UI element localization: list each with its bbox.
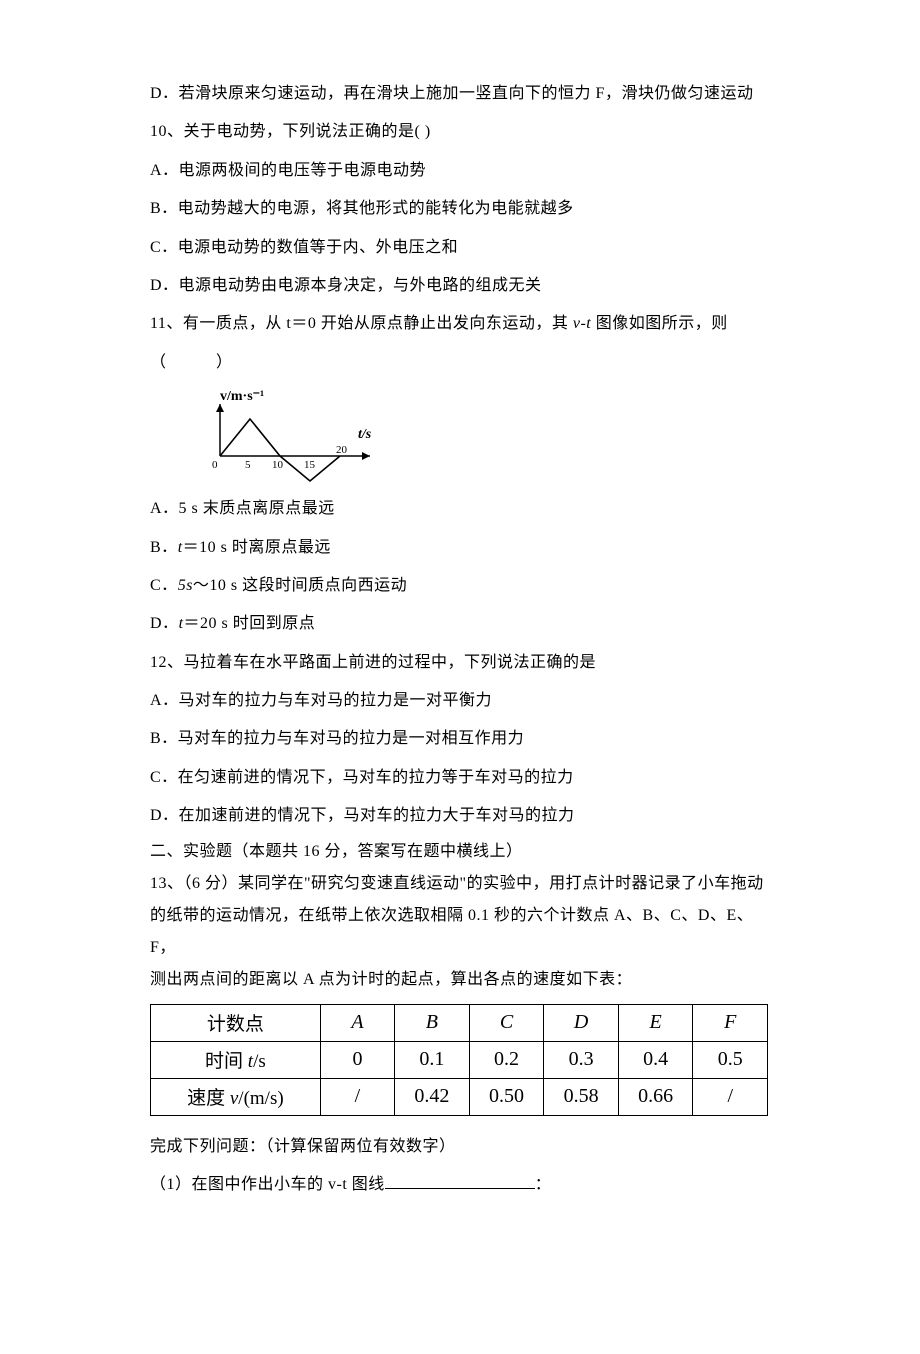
q11-option-a: A．5 s 末质点离原点最远 (150, 490, 770, 528)
table-row-velocity: 速度 v/(m/s) / 0.42 0.50 0.58 0.66 / (151, 1078, 768, 1115)
q11-c-suffix: ～10 s 这段时间质点向西运动 (193, 577, 407, 594)
q11-stem-vt: v-t (573, 315, 591, 332)
table-header-b: B (395, 1004, 470, 1041)
q12-stem: 12、马拉着车在水平路面上前进的过程中，下列说法正确的是 (150, 644, 770, 682)
q13-data-table: 计数点 A B C D E F 时间 t/s 0 0.1 0.2 0.3 0.4… (150, 1004, 768, 1116)
q13-stem-3: 测出两点间的距离以 A 点为计时的起点，算出各点的速度如下表： (150, 964, 770, 996)
x-tick-10: 10 (272, 459, 284, 471)
q11-b-suffix: ＝10 s 时离原点最远 (183, 539, 331, 556)
q10-option-d: D．电源电动势由电源本身决定，与外电路的组成无关 (150, 267, 770, 305)
q13-sub1-suffix: ： (535, 1176, 552, 1193)
q11-option-d: D．t＝20 s 时回到原点 (150, 605, 770, 643)
x-tick-15: 15 (304, 459, 316, 471)
q12-option-c: C．在匀速前进的情况下，马对车的拉力等于车对马的拉力 (150, 759, 770, 797)
table-row-time: 时间 t/s 0 0.1 0.2 0.3 0.4 0.5 (151, 1041, 768, 1078)
q12-option-d: D．在加速前进的情况下，马对车的拉力大于车对马的拉力 (150, 797, 770, 835)
table-v-4: 0.66 (618, 1078, 693, 1115)
q11-stem-prefix: 11、有一质点，从 t＝0 开始从原点静止出发向东运动，其 (150, 315, 573, 332)
table-time-0: 0 (320, 1041, 394, 1078)
table-header-d: D (544, 1004, 619, 1041)
q10-option-a: A．电源两极间的电压等于电源电动势 (150, 152, 770, 190)
q11-diagram: v/m·s⁻¹ t/s 0 5 10 15 20 (190, 386, 770, 486)
x-tick-20: 20 (336, 444, 348, 456)
section2-heading: 二、实验题（本题共 16 分，答案写在题中横线上） (150, 836, 770, 868)
q11-d-prefix: D． (150, 615, 179, 632)
q11-c-it: 5s (178, 577, 193, 594)
table-header-e: E (618, 1004, 693, 1041)
q12-option-b: B．马对车的拉力与车对马的拉力是一对相互作用力 (150, 720, 770, 758)
q13-post: 完成下列问题：（计算保留两位有效数字） (150, 1128, 770, 1166)
q12-option-a: A．马对车的拉力与车对马的拉力是一对平衡力 (150, 682, 770, 720)
table-time-label: 时间 t/s (151, 1041, 321, 1078)
q10-option-c: C．电源电动势的数值等于内、外电压之和 (150, 229, 770, 267)
table-v-0: / (320, 1078, 394, 1115)
q11-c-prefix: C． (150, 577, 178, 594)
table-time-5: 0.5 (693, 1041, 768, 1078)
table-header-a: A (320, 1004, 394, 1041)
table-v-3: 0.58 (544, 1078, 619, 1115)
x-axis-label: t/s (358, 427, 372, 442)
q11-b-prefix: B． (150, 539, 178, 556)
table-v-label: 速度 v/(m/s) (151, 1078, 321, 1115)
document-page: D．若滑块原来匀速运动，再在滑块上施加一竖直向下的恒力 F，滑块仍做匀速运动 1… (0, 0, 920, 1354)
table-time-3: 0.3 (544, 1041, 619, 1078)
q13-sub1-prefix: （1）在图中作出小车的 v-t 图线 (150, 1176, 385, 1193)
q13-sub1: （1）在图中作出小车的 v-t 图线 ： (150, 1166, 770, 1204)
q11-option-c: C．5s～10 s 这段时间质点向西运动 (150, 567, 770, 605)
y-axis-label: v/m·s⁻¹ (220, 389, 264, 404)
q10-option-b: B．电动势越大的电源，将其他形式的能转化为电能就越多 (150, 190, 770, 228)
answer-blank (385, 1172, 535, 1189)
origin-label: 0 (212, 459, 218, 471)
q11-option-b: B．t＝10 s 时离原点最远 (150, 529, 770, 567)
q13-stem-2: 的纸带的运动情况，在纸带上依次选取相隔 0.1 秒的六个计数点 A、B、C、D、… (150, 900, 770, 964)
table-header-label: 计数点 (151, 1004, 321, 1041)
q10-stem: 10、关于电动势，下列说法正确的是( ) (150, 113, 770, 151)
table-v-5: / (693, 1078, 768, 1115)
table-time-1: 0.1 (395, 1041, 470, 1078)
q13-stem-1: 13、（6 分）某同学在"研究匀变速直线运动"的实验中，用打点计时器记录了小车拖… (150, 868, 770, 900)
x-tick-5: 5 (245, 459, 251, 471)
q11-stem: 11、有一质点，从 t＝0 开始从原点静止出发向东运动，其 v-t 图像如图所示… (150, 305, 770, 382)
table-time-2: 0.2 (469, 1041, 544, 1078)
table-v-1: 0.42 (395, 1078, 470, 1115)
q11-d-suffix: ＝20 s 时回到原点 (184, 615, 316, 632)
q9-option-d: D．若滑块原来匀速运动，再在滑块上施加一竖直向下的恒力 F，滑块仍做匀速运动 (150, 75, 770, 113)
table-v-2: 0.50 (469, 1078, 544, 1115)
table-time-4: 0.4 (618, 1041, 693, 1078)
table-header-f: F (693, 1004, 768, 1041)
table-row-header: 计数点 A B C D E F (151, 1004, 768, 1041)
table-header-c: C (469, 1004, 544, 1041)
vt-graph-icon: v/m·s⁻¹ t/s 0 5 10 15 20 (190, 386, 390, 486)
